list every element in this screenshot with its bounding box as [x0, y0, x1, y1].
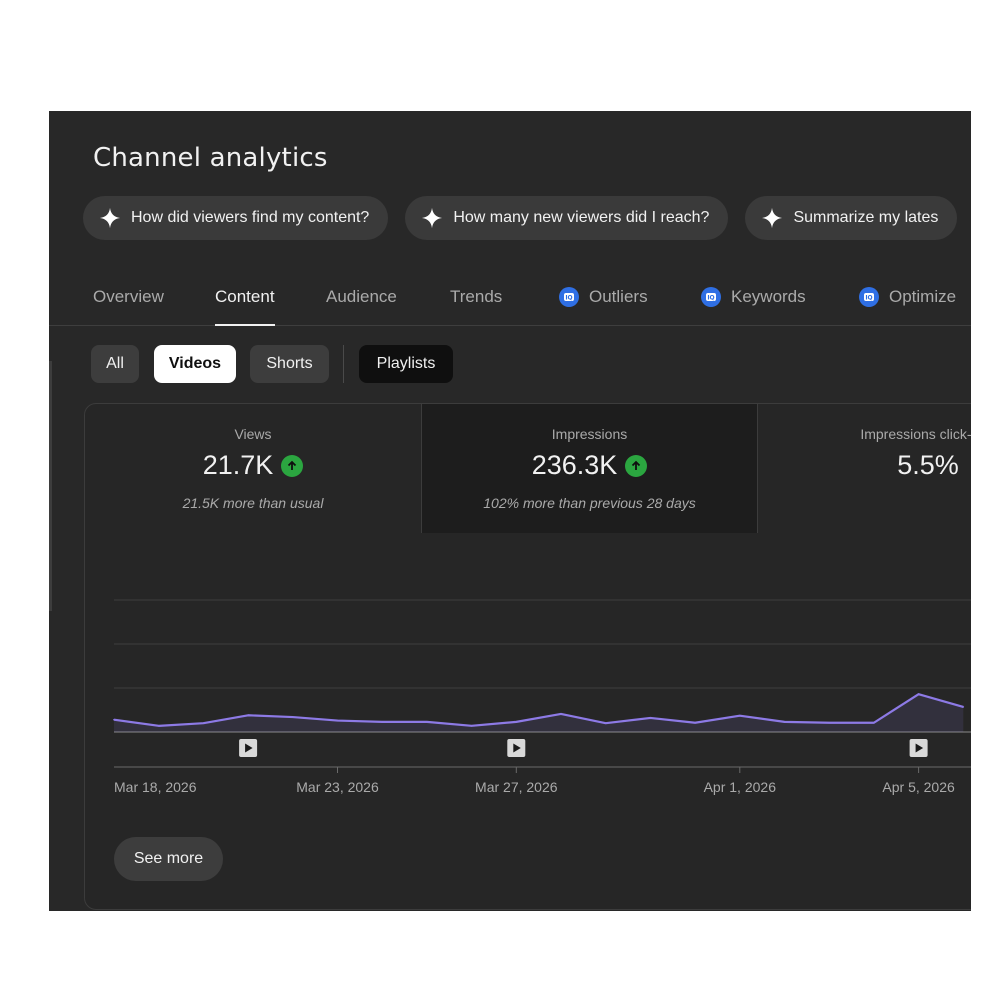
video-marker-icon[interactable] [507, 739, 526, 757]
metrics-card: Views 21.7K 21.5K more than usual Impres… [84, 403, 971, 910]
metric-value: 21.7K [202, 450, 274, 480]
tab-outliers[interactable]: IQ Outliers [559, 287, 648, 325]
chart-point [381, 721, 384, 723]
svg-text:IQ: IQ [865, 295, 872, 302]
suggestion-label: How many new viewers did I reach? [453, 209, 710, 226]
metric-label: Views [234, 426, 272, 442]
see-more-button[interactable]: See more [114, 837, 223, 881]
chart-area [114, 694, 964, 732]
chart-point [649, 717, 652, 719]
metric-label: Impressions click-thro [860, 426, 971, 442]
trend-up-icon [625, 454, 648, 477]
tab-label: Content [215, 287, 275, 306]
vidiq-icon: IQ [559, 287, 579, 307]
channel-analytics-panel: Channel analytics How did viewers find m… [49, 111, 971, 911]
metric-ctr[interactable]: Impressions click-thro 5.5% [758, 404, 971, 533]
chart-point [917, 693, 920, 695]
metric-value-row: 21.7K [85, 450, 421, 481]
chart-point [157, 725, 160, 727]
tab-label: Trends [450, 287, 503, 306]
chart-tick-label: Mar 23, 2026 [296, 779, 379, 795]
svg-text:IQ: IQ [565, 295, 572, 302]
suggestion-label: Summarize my lates [793, 209, 939, 226]
metric-impressions[interactable]: Impressions 236.3K 102% more than previo… [422, 404, 757, 533]
metric-value-row: 5.5% [758, 450, 971, 481]
vidiq-icon: IQ [859, 287, 879, 307]
chart-point [604, 722, 607, 724]
tab-audience[interactable]: Audience [326, 287, 397, 325]
filter-shorts[interactable]: Shorts [250, 345, 329, 383]
chart-point [739, 714, 741, 717]
trend-up-icon [281, 454, 304, 477]
sparkle-icon [99, 207, 121, 229]
chart-tick-label: Apr 5, 2026 [882, 779, 955, 795]
tab-trends[interactable]: Trends [450, 287, 502, 325]
chart-point [828, 721, 830, 724]
chart-point [113, 718, 115, 721]
video-marker-icon[interactable] [239, 739, 258, 757]
metric-value: 5.5% [897, 450, 959, 480]
metric-note: 21.5K more than usual [182, 495, 324, 511]
chart-point [515, 721, 518, 723]
page-title: Channel analytics [93, 143, 328, 173]
chart-point [426, 721, 428, 723]
vidiq-icon: IQ [701, 287, 721, 307]
sparkle-icon [762, 207, 783, 229]
suggestion-chip[interactable]: Summarize my lates [745, 196, 958, 240]
filter-divider [343, 345, 344, 383]
chart-point [783, 721, 786, 723]
tab-label: Keywords [731, 287, 806, 306]
analytics-tabs: Overview Content Audience Trends IQ Outl… [49, 279, 971, 326]
chart-point [202, 722, 205, 724]
views-line-chart: Mar 18, 2026 Mar 23, 2026 Mar 27, 2026 Apr … [113, 599, 971, 795]
tab-keywords[interactable]: IQ Keywords [701, 287, 806, 325]
tab-label: Overview [93, 287, 164, 306]
suggestion-chip[interactable]: How did viewers find my content? [83, 196, 389, 240]
chart-series-line [113, 693, 964, 727]
chart-tick-label: Mar 18, 2026 [114, 779, 197, 795]
metric-divider [757, 404, 758, 533]
video-marker-icon[interactable] [909, 739, 928, 757]
filter-playlists[interactable]: Playlists [359, 345, 453, 383]
suggestion-chips: How did viewers find my content? How man… [83, 196, 971, 240]
suggestion-chip[interactable]: How many new viewers did I reach? [405, 196, 729, 240]
tab-label: Optimize [889, 287, 957, 306]
chart-point [247, 714, 249, 717]
chart-tick-label: Mar 27, 2026 [475, 779, 558, 795]
tab-label: Outliers [589, 287, 648, 306]
tab-optimize[interactable]: IQ Optimize [859, 287, 956, 325]
tab-overview[interactable]: Overview [93, 287, 164, 325]
chart-point [292, 716, 294, 718]
filter-all[interactable]: All [91, 345, 139, 383]
metric-views[interactable]: Views 21.7K 21.5K more than usual [85, 404, 421, 533]
scroll-edge [49, 361, 52, 611]
metric-value-row: 236.3K [422, 450, 757, 481]
metric-note: 102% more than previous 28 days [483, 495, 696, 511]
chart-point [470, 725, 473, 727]
sparkle-icon [422, 207, 443, 229]
tab-label: Audience [326, 287, 397, 306]
chart-point [694, 721, 696, 724]
chart-point [873, 721, 875, 724]
chart-tick-label: Apr 1, 2026 [704, 779, 777, 795]
svg-text:IQ: IQ [707, 295, 714, 302]
chart-point [962, 706, 965, 708]
suggestion-label: How did viewers find my content? [131, 209, 370, 226]
metric-divider [421, 404, 422, 533]
tab-content[interactable]: Content [215, 287, 275, 326]
chart-point [336, 719, 339, 722]
filter-videos[interactable]: Videos [154, 345, 236, 383]
metric-value: 236.3K [531, 450, 618, 480]
chart-point [560, 713, 562, 715]
metric-label: Impressions [551, 426, 628, 442]
